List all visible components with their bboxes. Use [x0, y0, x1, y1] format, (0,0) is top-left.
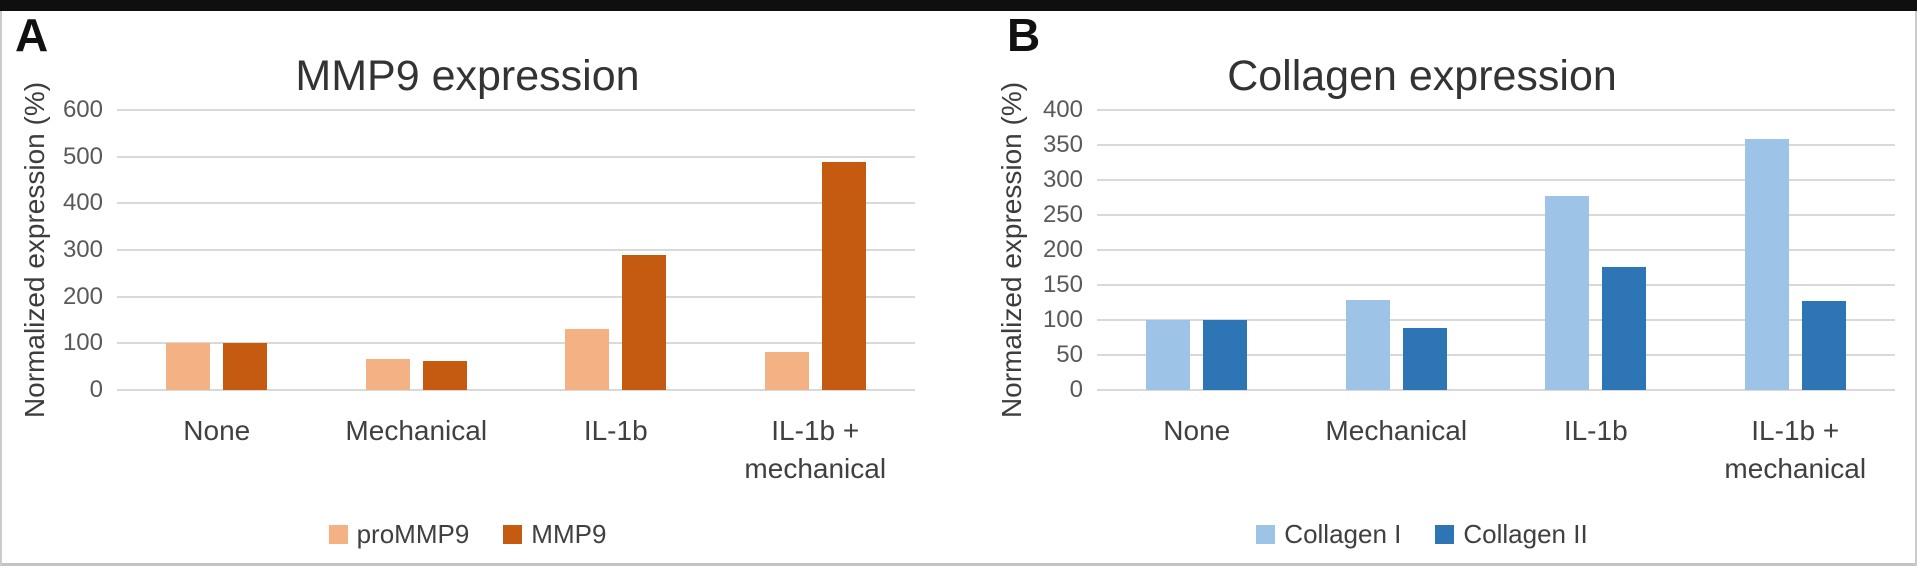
- y-tick-label: 0: [1069, 376, 1083, 403]
- legend-label: proMMP9: [356, 519, 470, 549]
- y-tick-label: 600: [62, 96, 103, 123]
- legend-item: Collagen I: [1256, 521, 1401, 547]
- x-category-label: IL-1b: [1563, 415, 1628, 446]
- bar-prommp9: [565, 329, 610, 390]
- legend-swatch-icon: [503, 524, 523, 544]
- legend-swatch-icon: [1435, 524, 1455, 544]
- bar-collagen-i: [1545, 196, 1590, 390]
- chart-title-mmp9: MMP9 expression: [295, 51, 640, 100]
- y-tick-label: 150: [1042, 271, 1083, 298]
- gridline-600: [117, 109, 915, 111]
- y-tick-label: 200: [1042, 236, 1083, 263]
- gridline-150: [1097, 284, 1895, 286]
- y-tick-label: 300: [62, 236, 103, 263]
- gridline-100: [117, 342, 915, 345]
- chart-title-collagen: Collagen expression: [1227, 51, 1617, 100]
- y-tick-label: 350: [1042, 131, 1083, 158]
- bar-collagen-i: [1345, 300, 1390, 390]
- y-tick-label: 100: [1042, 306, 1083, 333]
- bar-group: [117, 110, 317, 390]
- bar-group: [516, 110, 716, 390]
- y-tick-label: 400: [1042, 96, 1083, 123]
- bar-group: [1097, 110, 1297, 390]
- legend-item: proMMP9: [328, 519, 470, 549]
- bar-mmp9: [422, 361, 467, 390]
- legend: Collagen I Collagen II: [997, 519, 1847, 549]
- x-category-label: IL-1b + mechanical: [744, 415, 887, 484]
- gridline-500: [117, 155, 915, 158]
- y-tick-label: 0: [89, 376, 103, 403]
- panel-label-b: B: [1007, 9, 1041, 61]
- panel-collagen-chart: B Collagen expression Normalized express…: [950, 0, 1912, 566]
- legend-item: MMP9: [503, 521, 606, 547]
- y-tick-label: 250: [1042, 201, 1083, 228]
- legend-label: Collagen II: [1463, 519, 1588, 549]
- x-axis-category-labels: None Mechanical IL-1b IL-1b + mechanical: [117, 412, 915, 502]
- bar-mmp9: [821, 162, 866, 390]
- bar-group: [716, 110, 916, 390]
- gridline-300: [1097, 179, 1895, 181]
- x-category-label: Mechanical: [345, 415, 488, 446]
- y-tick-label: 100: [62, 329, 103, 357]
- top-black-bar: [0, 0, 1917, 11]
- plot-area: [1097, 109, 1896, 391]
- legend-item: Collagen II: [1435, 519, 1588, 549]
- bar-prommp9: [166, 343, 211, 390]
- gridline-200: [1097, 249, 1895, 251]
- y-axis-tick-labels: 0 100 200 300 400 500 600: [10, 96, 103, 403]
- bar-group: [1696, 110, 1896, 390]
- bar-collagen-ii: [1602, 267, 1647, 390]
- gridline-250: [1097, 214, 1895, 216]
- y-tick-label: 500: [62, 142, 103, 170]
- gridline-350: [1097, 144, 1895, 146]
- gridline-100: [1097, 319, 1895, 321]
- bar-prommp9: [764, 352, 809, 390]
- x-category-label: IL-1b + mechanical: [1724, 415, 1867, 484]
- y-axis-tick-labels: 0 50 100 150 200 250 300 350 400: [950, 96, 1083, 403]
- plot-area: [117, 109, 916, 391]
- legend: proMMP9 MMP9: [20, 519, 915, 549]
- gridline-400: [1097, 109, 1895, 111]
- bar-collagen-ii: [1801, 301, 1846, 390]
- bar-group: [1297, 110, 1497, 390]
- gridline-300: [117, 249, 915, 251]
- y-tick-label: 300: [1042, 166, 1083, 193]
- y-tick-label: 200: [62, 282, 103, 310]
- legend-swatch-icon: [328, 524, 348, 544]
- bar-mmp9: [223, 343, 268, 390]
- bar-mmp9: [622, 255, 667, 390]
- gridline-200: [117, 295, 915, 298]
- x-axis-category-labels: None Mechanical IL-1b IL-1b + mechanical: [1097, 412, 1895, 502]
- bar-collagen-ii: [1402, 328, 1447, 390]
- y-tick-label: 50: [1056, 341, 1083, 368]
- panel-mmp9-chart: A MMP9 expression Normalized expression …: [10, 0, 942, 566]
- bar-collagen-i: [1146, 320, 1191, 390]
- gridline-400: [117, 202, 915, 205]
- x-category-label: None: [183, 415, 251, 446]
- x-category-label: IL-1b: [583, 415, 648, 446]
- x-category-label: None: [1163, 415, 1231, 446]
- y-tick-label: 400: [62, 189, 103, 217]
- bar-group: [317, 110, 517, 390]
- legend-label: Collagen I: [1284, 519, 1402, 549]
- gridline-50: [1097, 354, 1895, 356]
- gridline-0: [1097, 389, 1895, 391]
- bar-collagen-ii: [1203, 320, 1248, 390]
- x-category-label: Mechanical: [1325, 415, 1468, 446]
- gridline-0: [117, 389, 915, 391]
- legend-label: MMP9: [531, 519, 607, 549]
- legend-swatch-icon: [1256, 524, 1276, 544]
- bar-group: [1496, 110, 1696, 390]
- bar-collagen-i: [1744, 139, 1789, 390]
- panel-label-a: A: [15, 9, 49, 61]
- bar-prommp9: [365, 359, 410, 390]
